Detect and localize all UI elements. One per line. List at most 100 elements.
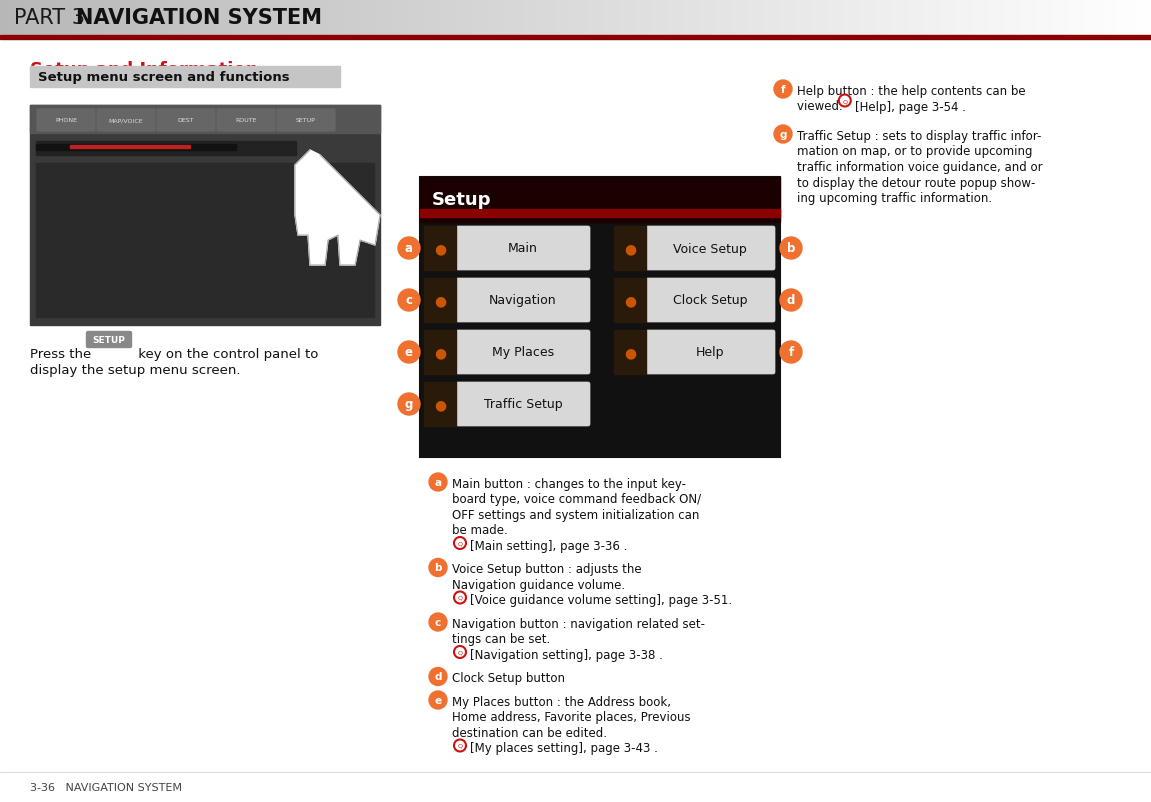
Circle shape <box>398 290 420 312</box>
Bar <box>36 145 236 151</box>
Text: ●: ● <box>624 294 637 308</box>
Bar <box>613 227 646 270</box>
Text: MAP/VOICE: MAP/VOICE <box>108 119 144 124</box>
Circle shape <box>780 290 802 312</box>
Text: Setup and Information: Setup and Information <box>30 61 258 79</box>
Text: Q: Q <box>457 650 463 654</box>
Bar <box>0 36 1151 40</box>
Circle shape <box>429 614 447 631</box>
Text: Navigation button : navigation related set-: Navigation button : navigation related s… <box>452 618 706 630</box>
Bar <box>424 383 456 427</box>
Text: viewed.: viewed. <box>796 100 846 113</box>
Text: Navigation guidance volume.: Navigation guidance volume. <box>452 578 625 591</box>
Text: c: c <box>435 618 441 627</box>
Text: b: b <box>434 563 442 573</box>
Text: ●: ● <box>434 346 447 359</box>
Text: Clock Setup: Clock Setup <box>672 294 747 307</box>
FancyBboxPatch shape <box>646 330 775 375</box>
Text: OFF settings and system initialization can: OFF settings and system initialization c… <box>452 508 700 521</box>
Circle shape <box>429 473 447 492</box>
Text: mation on map, or to provide upcoming: mation on map, or to provide upcoming <box>796 145 1032 158</box>
Text: ●: ● <box>434 398 447 411</box>
FancyBboxPatch shape <box>456 278 590 322</box>
FancyBboxPatch shape <box>646 227 775 270</box>
Text: Help button : the help contents can be: Help button : the help contents can be <box>796 85 1026 98</box>
Bar <box>613 278 646 322</box>
Text: [Help], page 3-54 .: [Help], page 3-54 . <box>855 100 966 113</box>
FancyBboxPatch shape <box>97 110 155 132</box>
Text: traffic information voice guidance, and or: traffic information voice guidance, and … <box>796 160 1043 174</box>
Text: Navigation: Navigation <box>489 294 557 307</box>
Bar <box>30 67 340 88</box>
Text: a: a <box>405 242 413 255</box>
Bar <box>70 146 190 149</box>
Text: [Voice guidance volume setting], page 3-51.: [Voice guidance volume setting], page 3-… <box>470 593 732 607</box>
Bar <box>420 178 780 457</box>
Text: NAVIGATION SYSTEM: NAVIGATION SYSTEM <box>76 8 322 28</box>
Text: ROUTE: ROUTE <box>235 119 257 124</box>
Text: c: c <box>405 294 412 307</box>
Text: [Main setting], page 3-36 .: [Main setting], page 3-36 . <box>470 539 627 553</box>
Text: Voice Setup button : adjusts the: Voice Setup button : adjusts the <box>452 563 641 576</box>
Text: [My places setting], page 3-43 .: [My places setting], page 3-43 . <box>470 742 658 755</box>
Text: g: g <box>405 398 413 411</box>
Text: ●: ● <box>624 346 637 359</box>
FancyBboxPatch shape <box>456 330 590 375</box>
Text: PHONE: PHONE <box>55 119 77 124</box>
FancyBboxPatch shape <box>37 110 96 132</box>
Text: display the setup menu screen.: display the setup menu screen. <box>30 363 241 376</box>
Bar <box>30 106 380 326</box>
FancyBboxPatch shape <box>218 110 275 132</box>
Text: Voice Setup: Voice Setup <box>673 242 747 255</box>
Text: Traffic Setup: Traffic Setup <box>483 398 563 411</box>
Circle shape <box>429 559 447 577</box>
Text: f: f <box>780 85 785 95</box>
Bar <box>420 178 780 223</box>
Text: ●: ● <box>434 241 447 256</box>
Text: d: d <box>787 294 795 307</box>
Text: ing upcoming traffic information.: ing upcoming traffic information. <box>796 192 992 205</box>
Circle shape <box>773 126 792 144</box>
Text: 3-36   NAVIGATION SYSTEM: 3-36 NAVIGATION SYSTEM <box>30 782 182 792</box>
FancyBboxPatch shape <box>456 383 590 427</box>
Circle shape <box>780 342 802 363</box>
Text: [Navigation setting], page 3-38 .: [Navigation setting], page 3-38 . <box>470 648 663 661</box>
Bar <box>424 227 456 270</box>
Bar <box>36 142 296 156</box>
Text: board type, voice command feedback ON/: board type, voice command feedback ON/ <box>452 493 701 506</box>
Bar <box>424 278 456 322</box>
Text: Clock Setup button: Clock Setup button <box>452 671 565 685</box>
Text: g: g <box>779 130 787 140</box>
Text: My Places button : the Address book,: My Places button : the Address book, <box>452 695 671 708</box>
Bar <box>420 210 780 217</box>
Text: Q: Q <box>843 99 847 104</box>
Circle shape <box>429 668 447 686</box>
Text: key on the control panel to: key on the control panel to <box>134 347 319 361</box>
Text: My Places: My Places <box>491 346 554 359</box>
Text: Setup menu screen and functions: Setup menu screen and functions <box>38 71 290 84</box>
Circle shape <box>780 237 802 260</box>
Polygon shape <box>295 151 380 265</box>
Text: ●: ● <box>434 294 447 308</box>
Text: DEST: DEST <box>177 119 195 124</box>
FancyBboxPatch shape <box>157 110 215 132</box>
FancyBboxPatch shape <box>277 110 335 132</box>
Bar <box>613 330 646 375</box>
Text: PART 3: PART 3 <box>14 8 105 28</box>
FancyBboxPatch shape <box>456 227 590 270</box>
Circle shape <box>398 342 420 363</box>
Text: Setup: Setup <box>432 191 491 209</box>
Text: Q: Q <box>457 541 463 546</box>
Text: Home address, Favorite places, Previous: Home address, Favorite places, Previous <box>452 711 691 723</box>
Circle shape <box>429 691 447 709</box>
Text: Q: Q <box>457 595 463 600</box>
Text: Traffic Setup : sets to display traffic infor-: Traffic Setup : sets to display traffic … <box>796 130 1042 143</box>
Text: e: e <box>405 346 413 359</box>
Text: be made.: be made. <box>452 524 508 537</box>
Text: Main: Main <box>508 242 538 255</box>
Text: a: a <box>434 477 442 488</box>
Text: SETUP: SETUP <box>92 335 125 345</box>
Bar <box>36 164 374 318</box>
Circle shape <box>398 237 420 260</box>
Circle shape <box>398 394 420 415</box>
